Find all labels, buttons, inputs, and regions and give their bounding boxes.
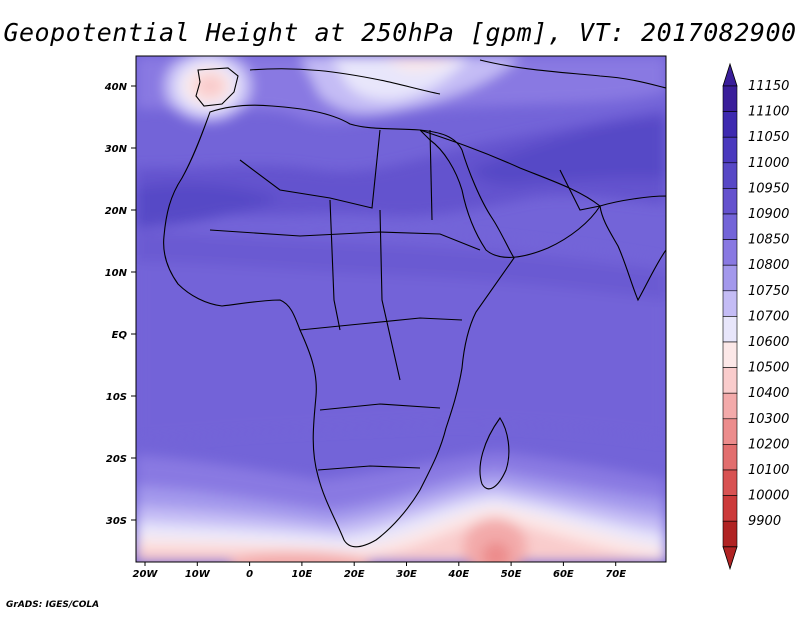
colorbar-label: 10500 <box>748 361 789 376</box>
colorbar-label: 9900 <box>748 514 781 529</box>
colorbar-swatch <box>722 341 738 368</box>
colorbar-label: 10100 <box>748 463 789 478</box>
colorbar-label: 10850 <box>748 233 789 248</box>
colorbar: 11150 11100 11050 11000 10950 10900 10850 10800… <box>722 62 789 571</box>
colorbar-swatch <box>722 239 738 266</box>
latitude-axis: 40N 30N 20N 10N EQ 10S 20S 30S <box>104 82 136 527</box>
colorbar-swatch <box>722 444 738 471</box>
coastlines <box>163 59 666 548</box>
longitude-axis: 20W 10W 0 10E 20E 30E 40E 50E 60E 70E <box>133 562 626 580</box>
colorbar-label: 11000 <box>748 156 789 171</box>
lat-label: 20N <box>105 206 128 217</box>
colorbar-label: 10400 <box>748 386 789 401</box>
colorbar-swatch <box>722 367 738 394</box>
lat-label: 10S <box>106 392 127 403</box>
colorbar-swatch <box>722 316 738 343</box>
colorbar-label: 10300 <box>748 412 789 427</box>
lat-label: 20S <box>106 454 127 465</box>
colorbar-label: 10700 <box>748 309 789 324</box>
colorbar-bottom-arrow <box>722 546 738 571</box>
lat-label: 40N <box>104 82 128 93</box>
colorbar-swatch <box>722 418 738 445</box>
colorbar-swatch <box>722 264 738 292</box>
colorbar-swatch <box>722 213 738 240</box>
colorbar-label: 10800 <box>748 258 789 273</box>
colorbar-swatch <box>722 469 738 496</box>
colorbar-swatch <box>722 136 738 164</box>
colorbar-label: 11150 <box>748 79 789 94</box>
lon-label: 0 <box>246 569 253 580</box>
colorbar-swatch <box>722 520 738 548</box>
lon-label: 70E <box>605 569 626 580</box>
colorbar-top-arrow <box>722 62 738 87</box>
colorbar-label: 10600 <box>748 335 789 350</box>
colorbar-label: 11100 <box>748 105 789 120</box>
lat-label: 30N <box>105 144 128 155</box>
grads-credit: GrADS: IGES/COLA <box>6 600 100 610</box>
colorbar-swatch <box>722 495 738 522</box>
colorbar-swatch <box>722 188 738 215</box>
colorbar-label: 10000 <box>748 489 789 504</box>
colorbar-label: 10950 <box>748 181 789 196</box>
colorbar-label: 11050 <box>748 130 789 145</box>
lon-label: 10E <box>292 569 313 580</box>
colorbar-label: 10200 <box>748 437 789 452</box>
colorbar-label: 10900 <box>748 207 789 222</box>
height-field <box>136 56 666 562</box>
plot-frame <box>135 55 667 563</box>
lon-label: 20W <box>133 569 159 580</box>
lon-label: 20E <box>344 569 365 580</box>
lon-label: 50E <box>501 569 522 580</box>
map-title: Geopotential Height at 250hPa [gpm], VT:… <box>3 18 797 47</box>
lat-label: 10N <box>105 268 128 279</box>
lat-label: 30S <box>106 516 127 527</box>
lon-label: 10W <box>185 569 211 580</box>
colorbar-swatch <box>722 162 738 189</box>
lon-label: 40E <box>447 569 469 580</box>
colorbar-swatch <box>722 85 738 112</box>
lat-label: EQ <box>112 330 128 341</box>
colorbar-swatch <box>722 290 738 317</box>
lon-label: 30E <box>396 569 417 580</box>
colorbar-swatch <box>722 111 738 138</box>
colorbar-label: 10750 <box>748 284 789 299</box>
colorbar-swatch <box>722 392 738 420</box>
lon-label: 60E <box>553 569 574 580</box>
